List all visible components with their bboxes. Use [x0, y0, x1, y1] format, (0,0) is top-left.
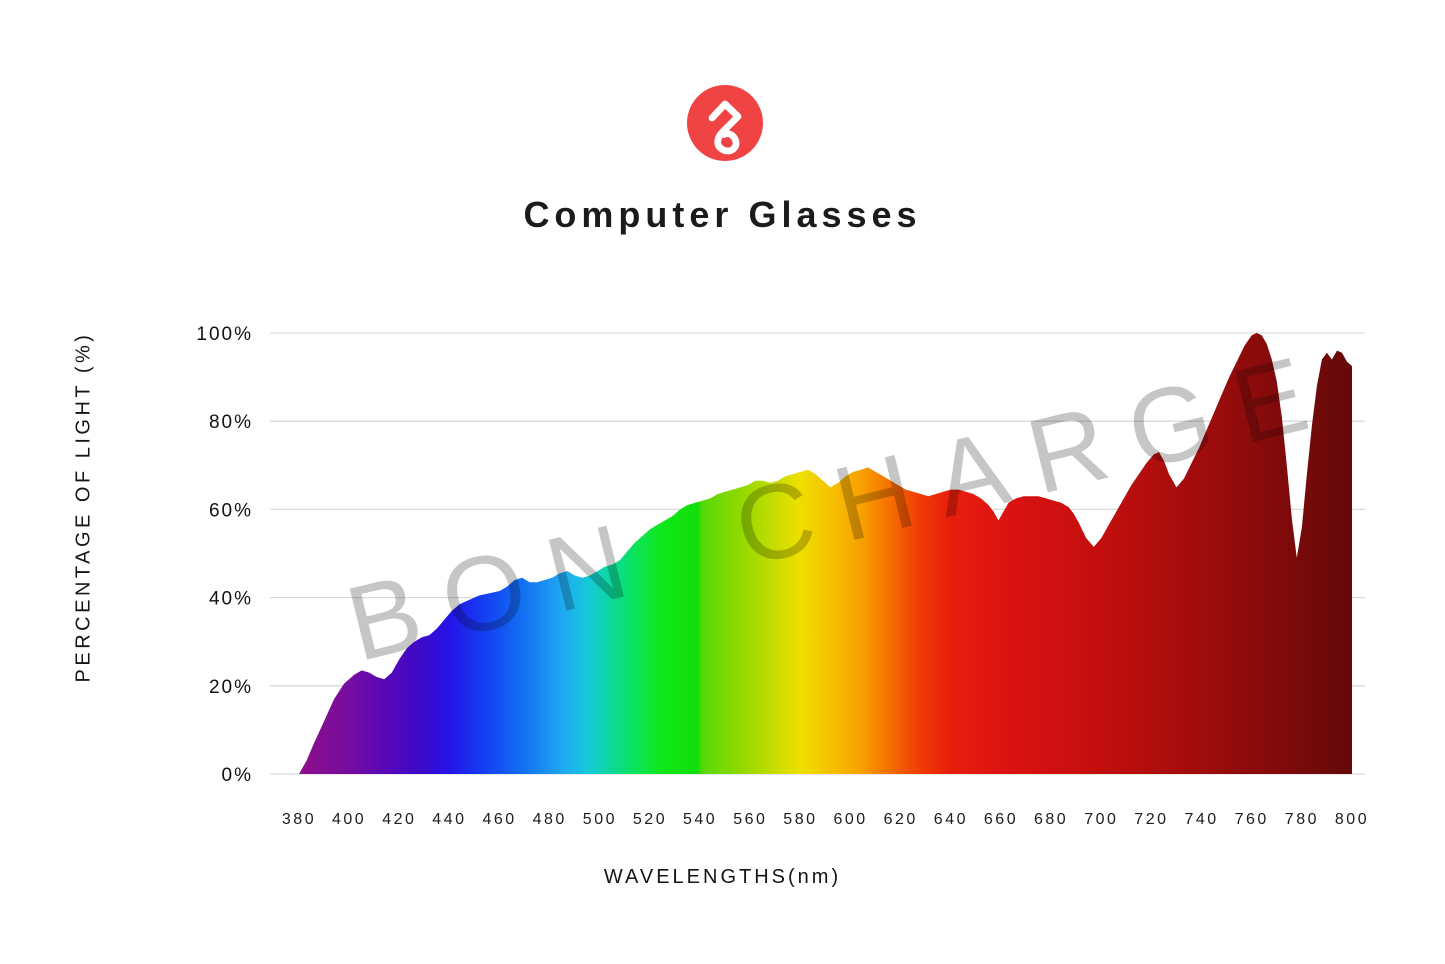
logo-glyph-icon — [687, 85, 763, 161]
x-tick-label: 800 — [1335, 811, 1369, 828]
y-tick-label: 60% — [209, 500, 253, 521]
x-tick-label: 500 — [583, 811, 617, 828]
x-axis-title: WAVELENGTHS(nm) — [603, 866, 842, 888]
x-tick-label: 520 — [633, 811, 667, 828]
x-tick-label: 660 — [984, 811, 1018, 828]
y-tick-label: 40% — [209, 589, 253, 610]
x-tick-label: 760 — [1235, 811, 1269, 828]
x-tick-label: 560 — [733, 811, 767, 828]
bon-charge-logo — [687, 85, 763, 161]
page-title: Computer Glasses — [523, 194, 922, 235]
x-tick-label: 620 — [884, 811, 918, 828]
logo-circle — [687, 85, 763, 161]
spectrum-area — [299, 333, 1352, 774]
x-tick-label: 740 — [1184, 811, 1218, 828]
x-tick-label: 420 — [382, 811, 416, 828]
y-axis-ticks: 0% 20% 40% 60% 80% 100% — [196, 324, 253, 786]
y-tick-label: 20% — [209, 677, 253, 698]
x-axis-ticks: 380 400 420 440 460 480 500 520 540 560 580 600 620 6… — [282, 811, 1369, 828]
logo-figure8-mark — [708, 100, 742, 155]
y-tick-label: 0% — [222, 765, 253, 786]
x-tick-label: 400 — [332, 811, 366, 828]
x-tick-label: 780 — [1285, 811, 1319, 828]
x-tick-label: 440 — [432, 811, 466, 828]
y-axis-title: PERCENTAGE OF LIGHT (%) — [72, 331, 95, 683]
y-tick-label: 100% — [196, 324, 253, 345]
x-tick-label: 380 — [282, 811, 316, 828]
x-tick-label: 700 — [1084, 811, 1118, 828]
x-tick-label: 640 — [934, 811, 968, 828]
x-tick-label: 580 — [783, 811, 817, 828]
x-tick-label: 460 — [482, 811, 516, 828]
x-tick-label: 600 — [833, 811, 867, 828]
x-tick-label: 680 — [1034, 811, 1068, 828]
x-tick-label: 720 — [1134, 811, 1168, 828]
x-tick-label: 480 — [533, 811, 567, 828]
y-tick-label: 80% — [209, 412, 253, 433]
x-tick-label: 540 — [683, 811, 717, 828]
